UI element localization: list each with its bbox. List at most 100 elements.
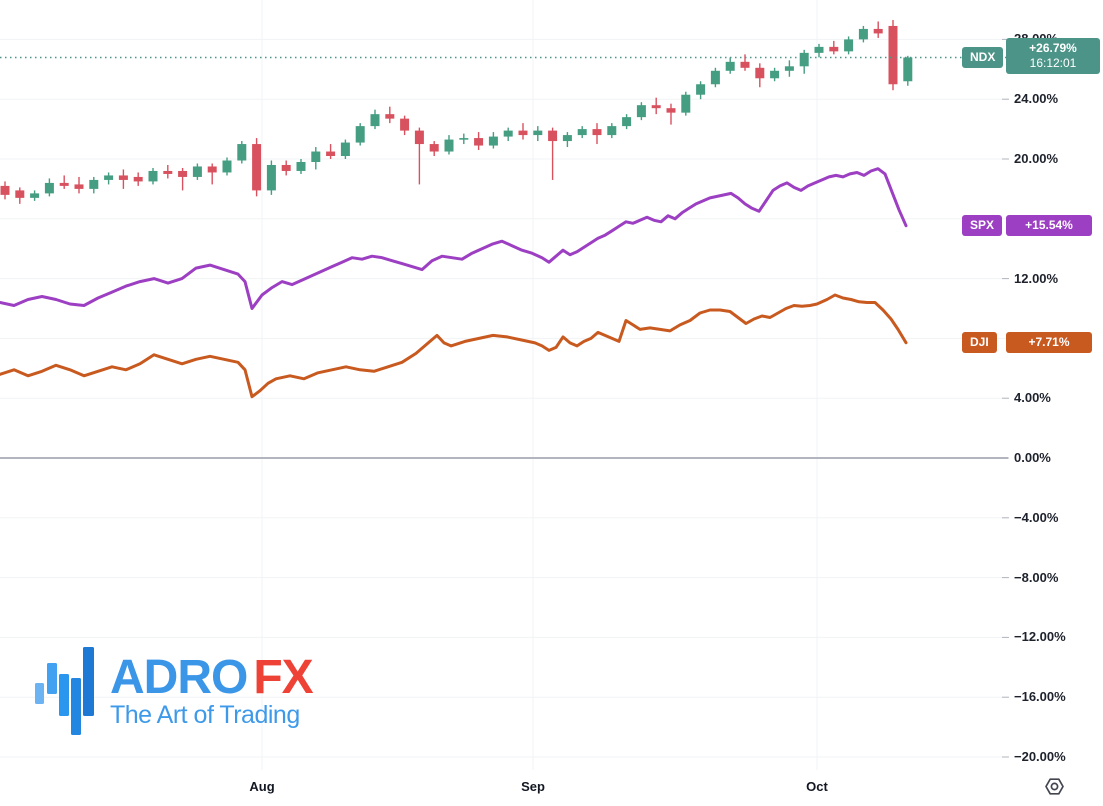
candle-body	[755, 67, 765, 79]
candle-body	[266, 164, 276, 191]
candle-body	[459, 138, 469, 140]
dji-ticker-badge: DJI	[962, 332, 997, 354]
candle-body	[799, 52, 809, 67]
candle-body	[903, 57, 913, 82]
candle-body	[562, 135, 572, 142]
dji-line	[0, 293, 908, 399]
candle-body	[888, 25, 898, 85]
candle-body	[503, 130, 513, 137]
candle-body	[296, 161, 306, 171]
x-axis-label-aug: Aug	[249, 779, 275, 794]
candle-body	[681, 94, 691, 113]
candle-body	[622, 117, 632, 127]
candle-body	[488, 136, 498, 146]
candle-body	[44, 182, 54, 194]
candle-body	[474, 138, 484, 146]
candle-body	[178, 170, 188, 177]
candle-body	[252, 144, 262, 191]
candle-body	[237, 144, 247, 161]
candle-body	[666, 108, 676, 113]
candle-body	[370, 114, 380, 127]
ndx-time: 16:12:01	[1029, 56, 1077, 71]
candle-body	[340, 142, 350, 157]
candle-body	[148, 170, 158, 182]
logo-title-main: ADRO	[110, 651, 248, 704]
y-axis-label: 24.00%	[1014, 91, 1059, 107]
spx-line	[0, 167, 908, 310]
candle-body	[873, 28, 883, 34]
candle-body	[533, 130, 543, 136]
logo-bar	[59, 674, 69, 716]
adrofx-logo-tagline: The Art of Trading	[110, 701, 300, 729]
adrofx-logo-text: ADRO FX The Art of Trading	[110, 654, 314, 730]
adrofx-logo-title: ADRO FX	[110, 654, 314, 702]
adrofx-logo-bars-icon	[30, 644, 100, 740]
candle-body	[829, 46, 839, 52]
candle-body	[0, 185, 10, 195]
logo-bar	[83, 647, 94, 716]
candle-body	[207, 166, 217, 173]
candle-body	[844, 39, 854, 52]
y-axis-label: 12.00%	[1014, 270, 1059, 286]
candle-body	[710, 70, 720, 85]
candle-body	[548, 130, 558, 142]
candle-body	[429, 144, 439, 152]
y-axis-label: −4.00%	[1014, 509, 1059, 525]
candle-body	[400, 118, 410, 131]
candle-body	[444, 139, 454, 152]
logo-bar	[35, 683, 44, 704]
candle-body	[74, 184, 84, 189]
candle-body	[281, 164, 291, 171]
dji-price-badge: +7.71%	[1006, 332, 1092, 354]
logo-bar	[47, 663, 57, 694]
candle-body	[104, 175, 114, 180]
ndx-ticker-badge: NDX	[962, 46, 1004, 68]
y-axis-label: −16.00%	[1014, 689, 1066, 705]
candle-body	[15, 190, 25, 198]
candle-body	[89, 179, 99, 189]
y-axis-label: 20.00%	[1014, 151, 1059, 166]
x-axis-label-oct: Oct	[806, 779, 828, 794]
candle-body	[592, 129, 602, 136]
y-axis-label: −12.00%	[1014, 629, 1066, 645]
candle-body	[355, 126, 365, 143]
candle-body	[740, 61, 750, 68]
logo-bar	[71, 678, 81, 735]
candle-body	[414, 130, 424, 145]
spx-price-badge: +15.54%	[1006, 215, 1092, 237]
candle-body	[770, 70, 780, 79]
x-axis-label-sep: Sep	[521, 779, 545, 794]
ndx-change: +26.79%	[1029, 41, 1077, 56]
candle-body	[607, 126, 617, 136]
candle-body	[118, 175, 128, 180]
adrofx-logo: ADRO FX The Art of Trading	[30, 644, 314, 744]
spx-ticker-badge: SPX	[962, 215, 1003, 237]
ndx-price-badge: +26.79% 16:12:01	[1006, 38, 1100, 75]
candle-body	[858, 28, 868, 40]
gear-hexagon-icon	[1045, 778, 1064, 795]
y-axis-label: −20.00%	[1014, 749, 1066, 764]
y-axis-label: 0.00%	[1014, 450, 1051, 465]
candle-body	[518, 130, 528, 136]
y-axis-label: 4.00%	[1014, 390, 1051, 406]
candle-body	[163, 170, 173, 174]
candle-body	[725, 61, 735, 71]
candle-body	[59, 182, 69, 186]
candle-body	[192, 166, 202, 177]
candle-body	[385, 114, 395, 119]
candle-body	[784, 66, 794, 71]
candle-body	[133, 176, 143, 182]
candle-body	[636, 105, 646, 118]
candle-body	[30, 193, 40, 198]
candle-body	[577, 129, 587, 136]
candle-body	[814, 46, 824, 53]
candle-body	[696, 84, 706, 95]
price-scale-settings-button[interactable]	[1044, 776, 1065, 797]
candle-body	[326, 151, 336, 157]
candle-body	[222, 160, 232, 173]
candle-body	[311, 151, 321, 162]
y-axis-label: −8.00%	[1014, 569, 1059, 585]
candle-body	[651, 105, 661, 109]
